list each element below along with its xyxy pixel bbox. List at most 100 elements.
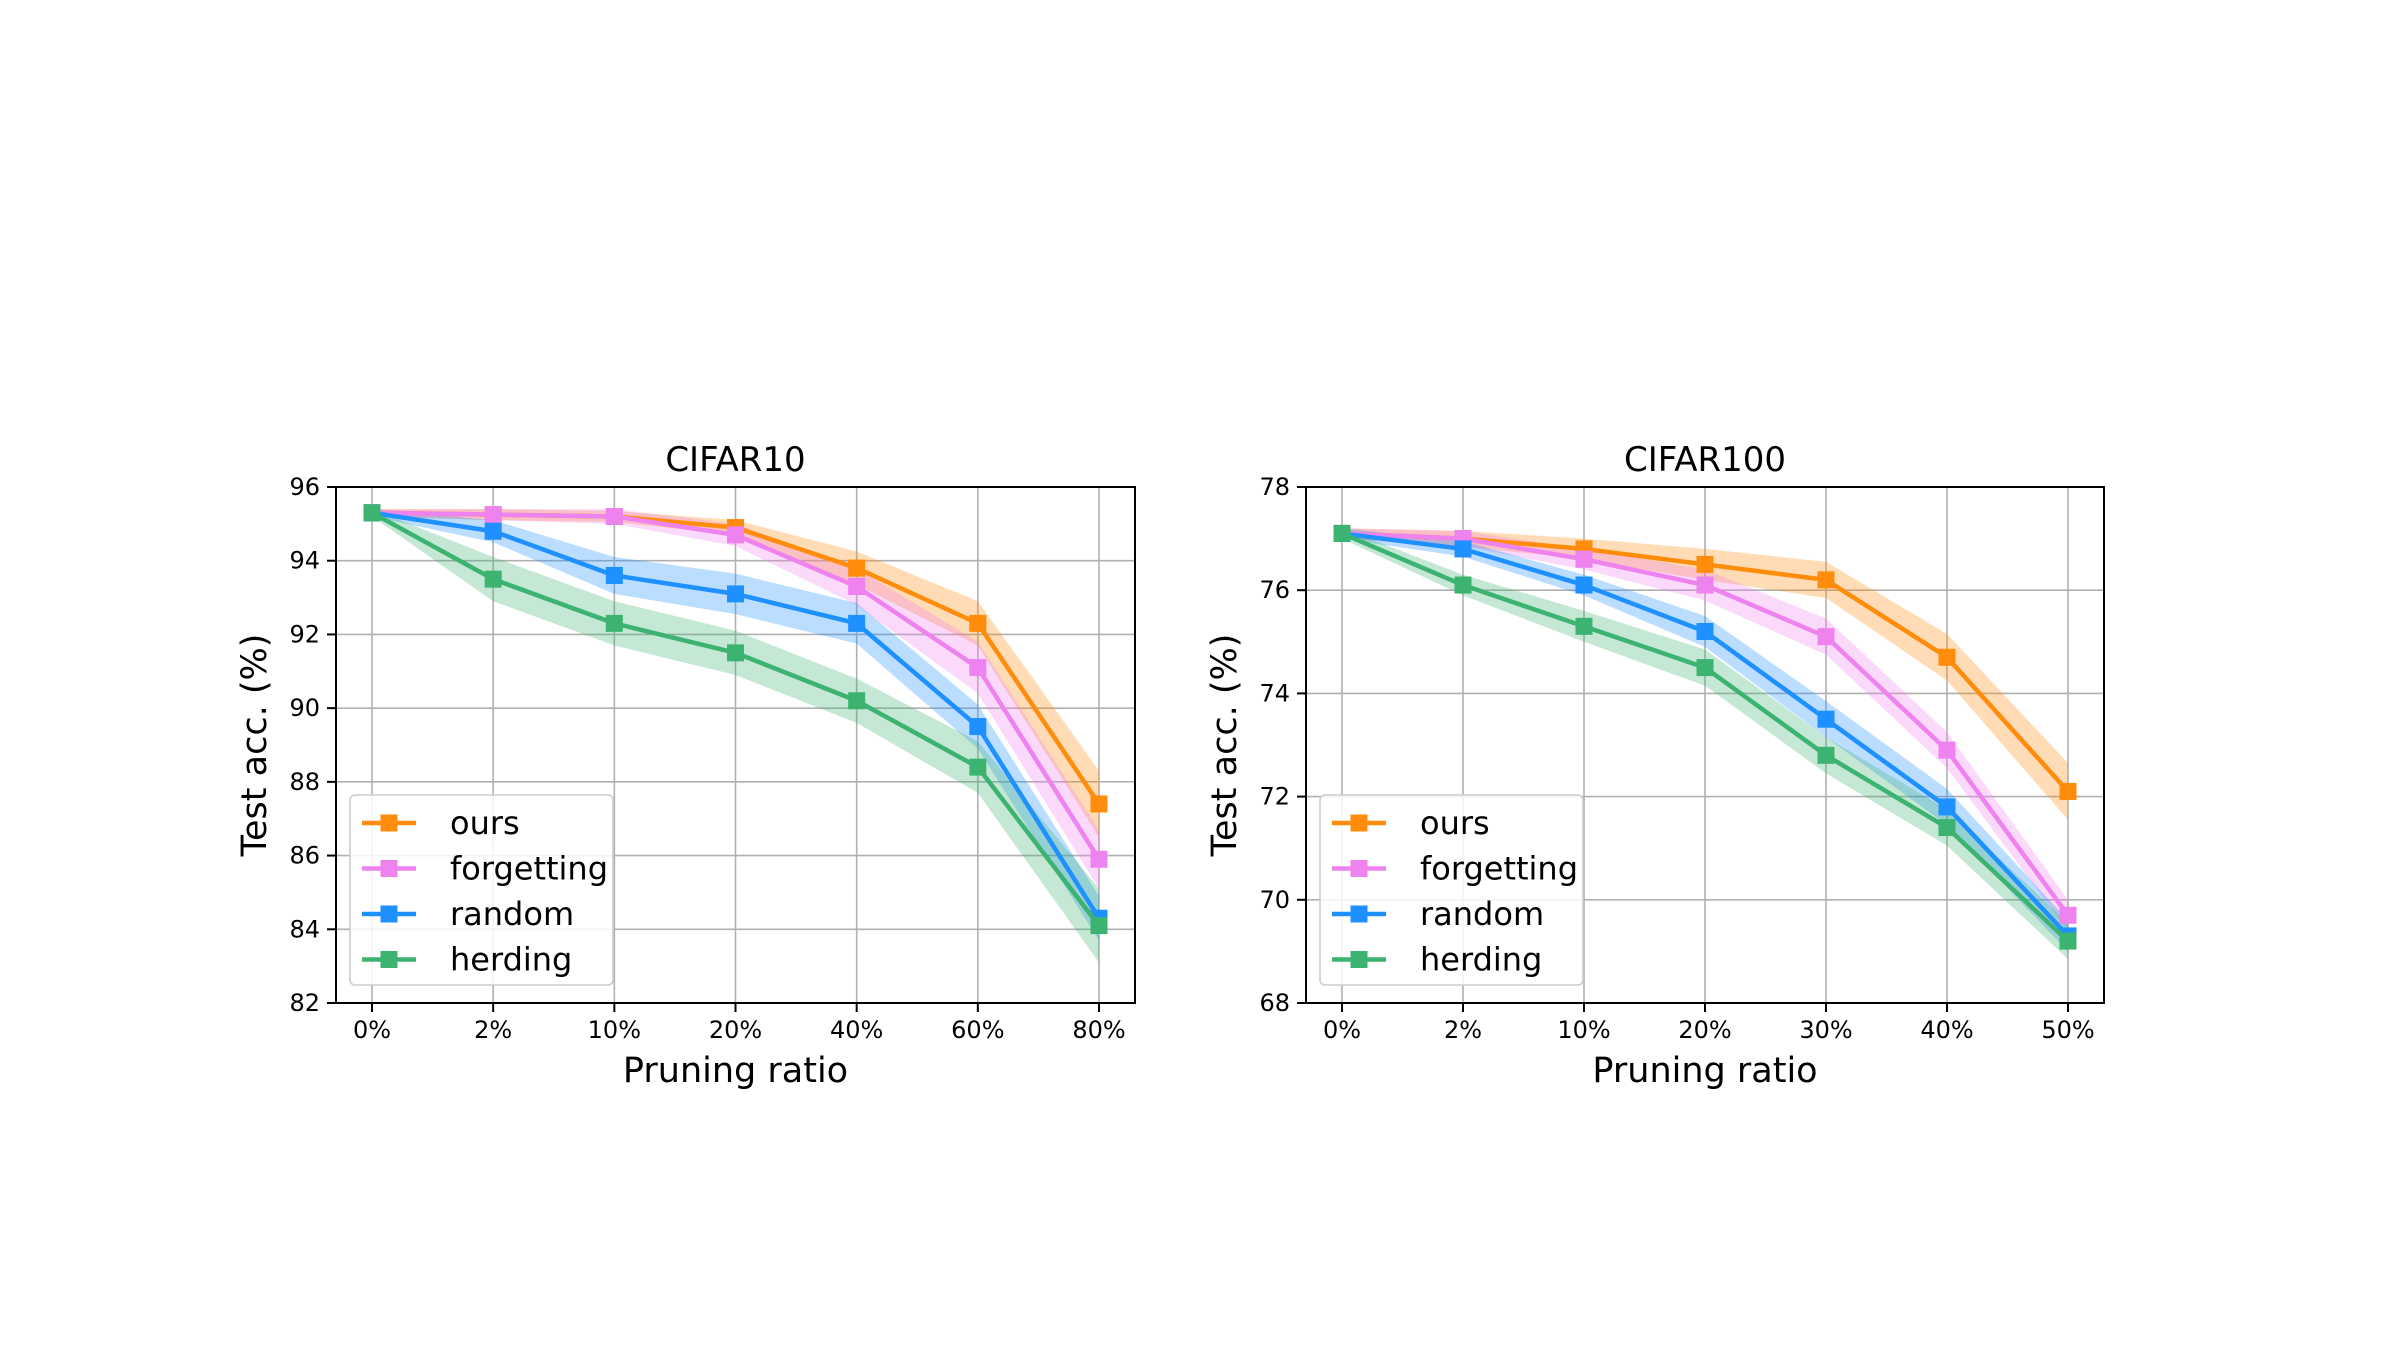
y-tick-label: 90 bbox=[289, 694, 320, 722]
point-random bbox=[1696, 622, 1714, 640]
point-ours bbox=[848, 559, 866, 577]
x-tick-label: 20% bbox=[1678, 1016, 1731, 1044]
point-ours bbox=[1938, 648, 1956, 666]
point-herding bbox=[1938, 819, 1956, 837]
legend-item-random: random bbox=[362, 895, 574, 933]
point-forgetting bbox=[848, 578, 866, 596]
x-tick-label: 60% bbox=[951, 1016, 1004, 1044]
point-herding bbox=[484, 570, 502, 588]
x-tick-label: 2% bbox=[1444, 1016, 1482, 1044]
legend-item-random: random bbox=[1332, 895, 1544, 933]
point-forgetting bbox=[484, 506, 502, 524]
y-tick-label: 86 bbox=[289, 842, 320, 870]
legend-label: ours bbox=[450, 804, 520, 842]
legend-marker-ours bbox=[380, 814, 398, 832]
y-tick-label: 84 bbox=[289, 915, 320, 943]
y-tick-label: 92 bbox=[289, 620, 320, 648]
point-herding bbox=[1575, 617, 1593, 635]
y-tick-label: 82 bbox=[289, 989, 320, 1017]
y-tick-label: 94 bbox=[289, 547, 320, 575]
y-axis-label: Test acc. (%) bbox=[235, 634, 275, 858]
band-ours bbox=[372, 509, 1099, 838]
legend-marker-herding bbox=[380, 951, 398, 968]
y-tick-label: 70 bbox=[1259, 886, 1290, 914]
y-tick-label: 72 bbox=[1259, 783, 1290, 811]
legend-marker-herding bbox=[1350, 951, 1368, 968]
y-tick-label: 76 bbox=[1259, 576, 1290, 604]
band-herding bbox=[1342, 528, 2068, 960]
legend-box bbox=[349, 794, 614, 986]
x-tick-label: 10% bbox=[588, 1016, 641, 1044]
point-random bbox=[969, 718, 987, 736]
legend-item-herding: herding bbox=[1332, 941, 1542, 979]
x-tick-label: 50% bbox=[2041, 1016, 2094, 1044]
point-herding bbox=[1817, 746, 1835, 764]
point-herding bbox=[1090, 917, 1108, 935]
chart-title: CIFAR100 bbox=[1624, 440, 1786, 480]
point-herding bbox=[2059, 932, 2077, 950]
point-herding bbox=[1454, 576, 1472, 594]
point-random bbox=[1575, 576, 1593, 594]
legend-label: ours bbox=[1420, 804, 1490, 842]
point-random bbox=[848, 614, 866, 632]
point-random bbox=[727, 585, 744, 603]
x-tick-label: 20% bbox=[709, 1016, 762, 1044]
point-random bbox=[1454, 540, 1472, 558]
point-forgetting bbox=[1090, 850, 1108, 868]
x-tick-label: 2% bbox=[474, 1016, 512, 1044]
x-tick-label: 40% bbox=[1920, 1016, 1973, 1044]
point-herding bbox=[1696, 659, 1714, 677]
point-forgetting bbox=[727, 526, 744, 544]
y-tick-label: 96 bbox=[289, 473, 320, 501]
point-ours bbox=[1090, 795, 1108, 813]
legend: ours forgetting random herding bbox=[349, 794, 614, 986]
legend-label: forgetting bbox=[450, 850, 608, 888]
legend-marker-random bbox=[1350, 905, 1368, 923]
point-forgetting bbox=[2059, 906, 2077, 924]
legend-item-ours: ours bbox=[362, 804, 520, 842]
legend-item-herding: herding bbox=[362, 941, 572, 979]
band-herding bbox=[372, 509, 1099, 963]
point-ours bbox=[969, 614, 987, 632]
point-forgetting bbox=[1575, 550, 1593, 568]
chart-panel-2: 0% 2% 10% 20% 30% 40% 50% 68 70 72 74 76 78 CIFAR100 P… bbox=[1205, 440, 2105, 1091]
x-tick-label: 30% bbox=[1799, 1016, 1852, 1044]
point-forgetting bbox=[1817, 628, 1835, 646]
legend-label: random bbox=[1420, 895, 1544, 933]
x-tick-label: 0% bbox=[1323, 1016, 1361, 1044]
point-herding bbox=[727, 644, 744, 662]
chart-panel-1: 0% 2% 10% 20% 40% 60% 80% 82 84 86 88 90 92 94 96 CIFAR… bbox=[235, 440, 1136, 1091]
y-tick-label: 74 bbox=[1259, 679, 1290, 707]
legend-marker-forgetting bbox=[1350, 860, 1368, 877]
x-tick-label: 10% bbox=[1557, 1016, 1610, 1044]
point-ours bbox=[1817, 571, 1835, 589]
y-tick-label: 78 bbox=[1259, 473, 1290, 501]
point-herding bbox=[848, 692, 866, 710]
legend-item-forgetting: forgetting bbox=[362, 850, 608, 888]
point-random bbox=[1817, 710, 1835, 728]
legend-label: random bbox=[450, 895, 574, 933]
point-random bbox=[1938, 798, 1956, 816]
point-herding bbox=[363, 504, 381, 522]
point-herding bbox=[969, 758, 987, 776]
point-random bbox=[484, 522, 502, 540]
legend-marker-ours bbox=[1350, 814, 1368, 832]
point-ours bbox=[1696, 555, 1714, 573]
point-forgetting bbox=[969, 659, 987, 677]
legend-label: forgetting bbox=[1420, 850, 1578, 888]
legend: ours forgetting random herding bbox=[1319, 794, 1584, 986]
chart-title: CIFAR10 bbox=[665, 440, 805, 480]
y-tick-label: 88 bbox=[289, 768, 320, 796]
legend-marker-random bbox=[380, 905, 398, 923]
y-axis-label: Test acc. (%) bbox=[1205, 634, 1245, 858]
legend-item-forgetting: forgetting bbox=[1332, 850, 1578, 888]
point-random bbox=[605, 566, 623, 584]
point-ours bbox=[2059, 782, 2077, 800]
point-herding bbox=[605, 614, 623, 632]
x-tick-label: 80% bbox=[1072, 1016, 1125, 1044]
legend-marker-forgetting bbox=[380, 860, 398, 877]
point-herding bbox=[1333, 524, 1351, 542]
y-tick-label: 68 bbox=[1259, 989, 1290, 1017]
